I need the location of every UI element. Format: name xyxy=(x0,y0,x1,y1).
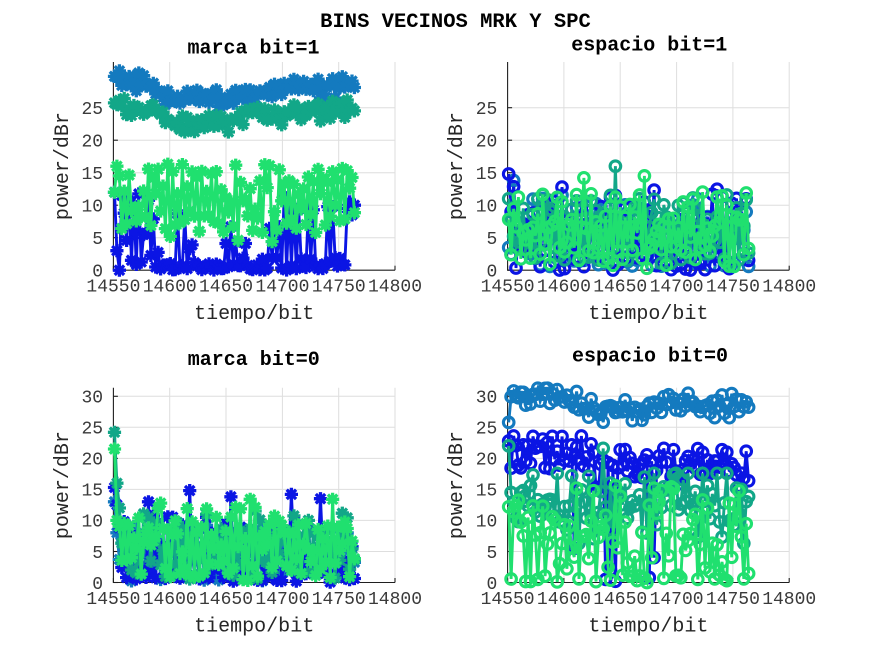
svg-text:0: 0 xyxy=(92,575,103,595)
svg-text:25: 25 xyxy=(81,100,103,120)
svg-text:30: 30 xyxy=(476,389,498,409)
svg-text:30: 30 xyxy=(81,389,103,409)
svg-text:power/dBr: power/dBr xyxy=(446,112,469,220)
svg-text:10: 10 xyxy=(476,198,498,218)
svg-text:5: 5 xyxy=(92,230,103,250)
svg-text:14600: 14600 xyxy=(537,278,591,298)
svg-text:25: 25 xyxy=(81,420,103,440)
svg-text:0: 0 xyxy=(486,263,497,283)
svg-text:15: 15 xyxy=(476,165,498,185)
svg-text:14550: 14550 xyxy=(86,278,140,298)
svg-text:15: 15 xyxy=(81,165,103,185)
svg-text:14600: 14600 xyxy=(537,590,591,610)
svg-text:espacio bit=1: espacio bit=1 xyxy=(571,35,727,58)
svg-text:14750: 14750 xyxy=(706,278,760,298)
svg-text:14550: 14550 xyxy=(481,590,535,610)
svg-text:14700: 14700 xyxy=(650,590,704,610)
svg-text:14800: 14800 xyxy=(762,278,816,298)
svg-text:14700: 14700 xyxy=(255,590,309,610)
svg-text:14600: 14600 xyxy=(143,278,197,298)
svg-text:14800: 14800 xyxy=(368,278,422,298)
svg-text:20: 20 xyxy=(476,133,498,153)
svg-text:25: 25 xyxy=(476,420,498,440)
svg-text:14800: 14800 xyxy=(368,590,422,610)
svg-text:tiempo/bit: tiempo/bit xyxy=(588,303,708,326)
svg-text:5: 5 xyxy=(92,544,103,564)
svg-text:5: 5 xyxy=(486,230,497,250)
svg-text:5: 5 xyxy=(486,544,497,564)
svg-text:14550: 14550 xyxy=(481,278,535,298)
svg-text:14650: 14650 xyxy=(593,590,647,610)
svg-text:10: 10 xyxy=(81,198,103,218)
svg-text:14750: 14750 xyxy=(706,590,760,610)
svg-text:14700: 14700 xyxy=(650,278,704,298)
svg-text:tiempo/bit: tiempo/bit xyxy=(194,616,314,639)
svg-text:14600: 14600 xyxy=(143,590,197,610)
svg-text:espacio bit=0: espacio bit=0 xyxy=(572,346,728,369)
svg-text:15: 15 xyxy=(476,482,498,502)
svg-text:14650: 14650 xyxy=(199,590,253,610)
svg-text:14650: 14650 xyxy=(199,278,253,298)
svg-text:20: 20 xyxy=(81,451,103,471)
svg-text:25: 25 xyxy=(476,100,498,120)
svg-text:tiempo/bit: tiempo/bit xyxy=(194,303,314,326)
svg-text:14800: 14800 xyxy=(762,590,816,610)
svg-text:marca bit=0: marca bit=0 xyxy=(188,349,320,372)
svg-text:0: 0 xyxy=(486,575,497,595)
svg-text:power/dBr: power/dBr xyxy=(52,431,75,539)
svg-text:marca bit=1: marca bit=1 xyxy=(187,37,319,60)
svg-text:10: 10 xyxy=(81,513,103,533)
svg-text:20: 20 xyxy=(476,451,498,471)
svg-text:14650: 14650 xyxy=(593,278,647,298)
svg-text:15: 15 xyxy=(81,482,103,502)
svg-text:power/dBr: power/dBr xyxy=(52,112,75,220)
svg-text:power/dBr: power/dBr xyxy=(446,431,469,539)
svg-text:10: 10 xyxy=(476,513,498,533)
svg-text:tiempo/bit: tiempo/bit xyxy=(588,616,708,639)
svg-text:BINS VECINOS MRK Y SPC: BINS VECINOS MRK Y SPC xyxy=(320,11,591,34)
svg-text:20: 20 xyxy=(81,133,103,153)
svg-text:14750: 14750 xyxy=(312,590,366,610)
svg-text:14550: 14550 xyxy=(86,590,140,610)
svg-text:14700: 14700 xyxy=(255,278,309,298)
svg-text:14750: 14750 xyxy=(312,278,366,298)
svg-text:0: 0 xyxy=(92,263,103,283)
